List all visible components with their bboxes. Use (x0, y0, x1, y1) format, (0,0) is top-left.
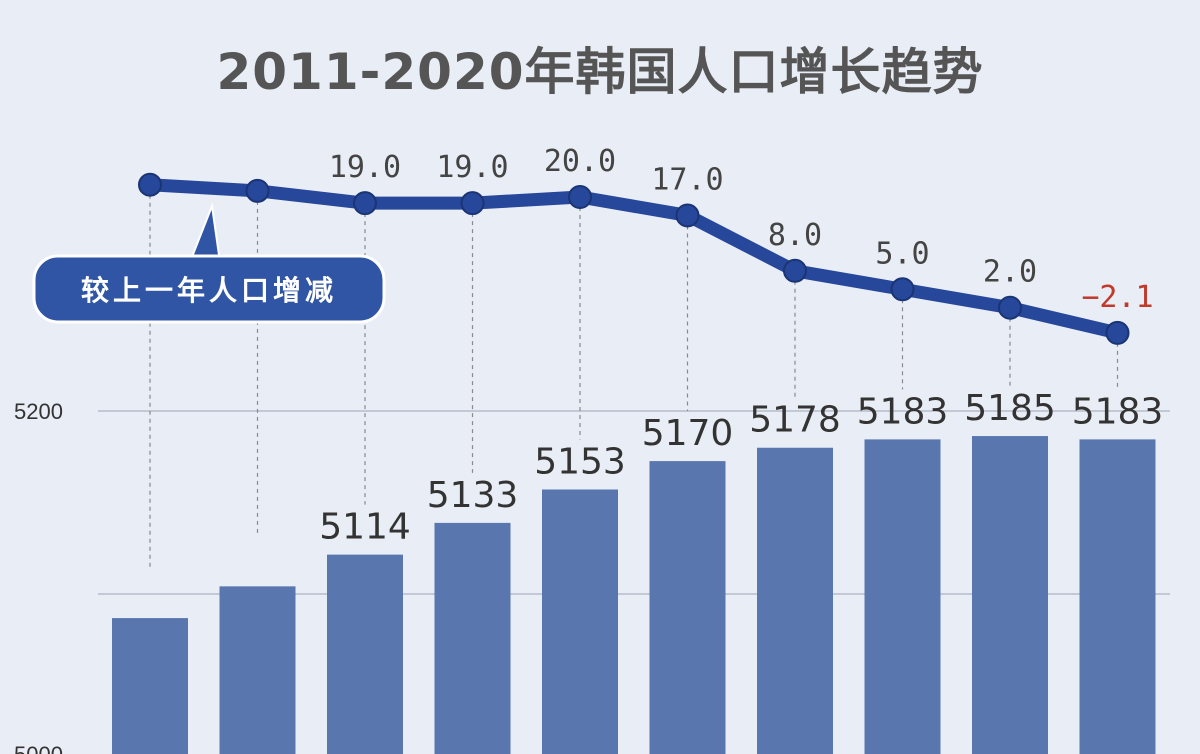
bar (434, 522, 511, 754)
y-tick-label: 5200 (14, 399, 63, 424)
bar (327, 554, 403, 754)
bar-value-label: 5114 (319, 507, 411, 548)
line-value-label: 2.0 (983, 255, 1037, 290)
bar (1079, 439, 1156, 754)
bar (219, 586, 296, 754)
line-value-label: 5.0 (875, 236, 929, 271)
line-point (138, 172, 162, 197)
line-value-label: −2.1 (1081, 280, 1153, 315)
bar (757, 447, 833, 754)
line-point (890, 277, 915, 302)
legend-callout (32, 254, 386, 324)
chart-title: 2011-2020年韩国人口增长趋势 (216, 43, 984, 101)
line-point (460, 191, 485, 216)
series-line (143, 178, 1124, 340)
line-point (783, 258, 807, 283)
bar (542, 489, 618, 754)
line-value-label: 19.0 (329, 150, 401, 185)
bar (864, 439, 941, 754)
bar (649, 461, 726, 754)
line-value-label: 8.0 (768, 218, 822, 253)
bar (972, 436, 1048, 754)
line-point (998, 295, 1022, 320)
line-point (1105, 320, 1130, 345)
bar-value-label: 5170 (642, 413, 734, 454)
bar-value-label: 5133 (427, 475, 519, 516)
y-tick-label: 5000 (14, 742, 63, 754)
bar-value-label: 5183 (1072, 391, 1164, 432)
line-point (245, 178, 270, 203)
line-value-label: 17.0 (651, 162, 723, 197)
bar-value-label: 5178 (749, 400, 841, 441)
legend-label: 较上一年人口增减 (81, 274, 337, 307)
bar-value-label: 5153 (534, 441, 626, 482)
line-value-label: 19.0 (436, 150, 508, 185)
bar-value-label: 5183 (857, 391, 949, 432)
legend-pointer (188, 202, 222, 263)
line-value-label: 20.0 (544, 144, 616, 179)
bar (112, 618, 188, 754)
bar-value-label: 5185 (964, 388, 1056, 429)
line-point (568, 185, 592, 209)
line-point (675, 203, 700, 228)
line-point (353, 191, 377, 216)
